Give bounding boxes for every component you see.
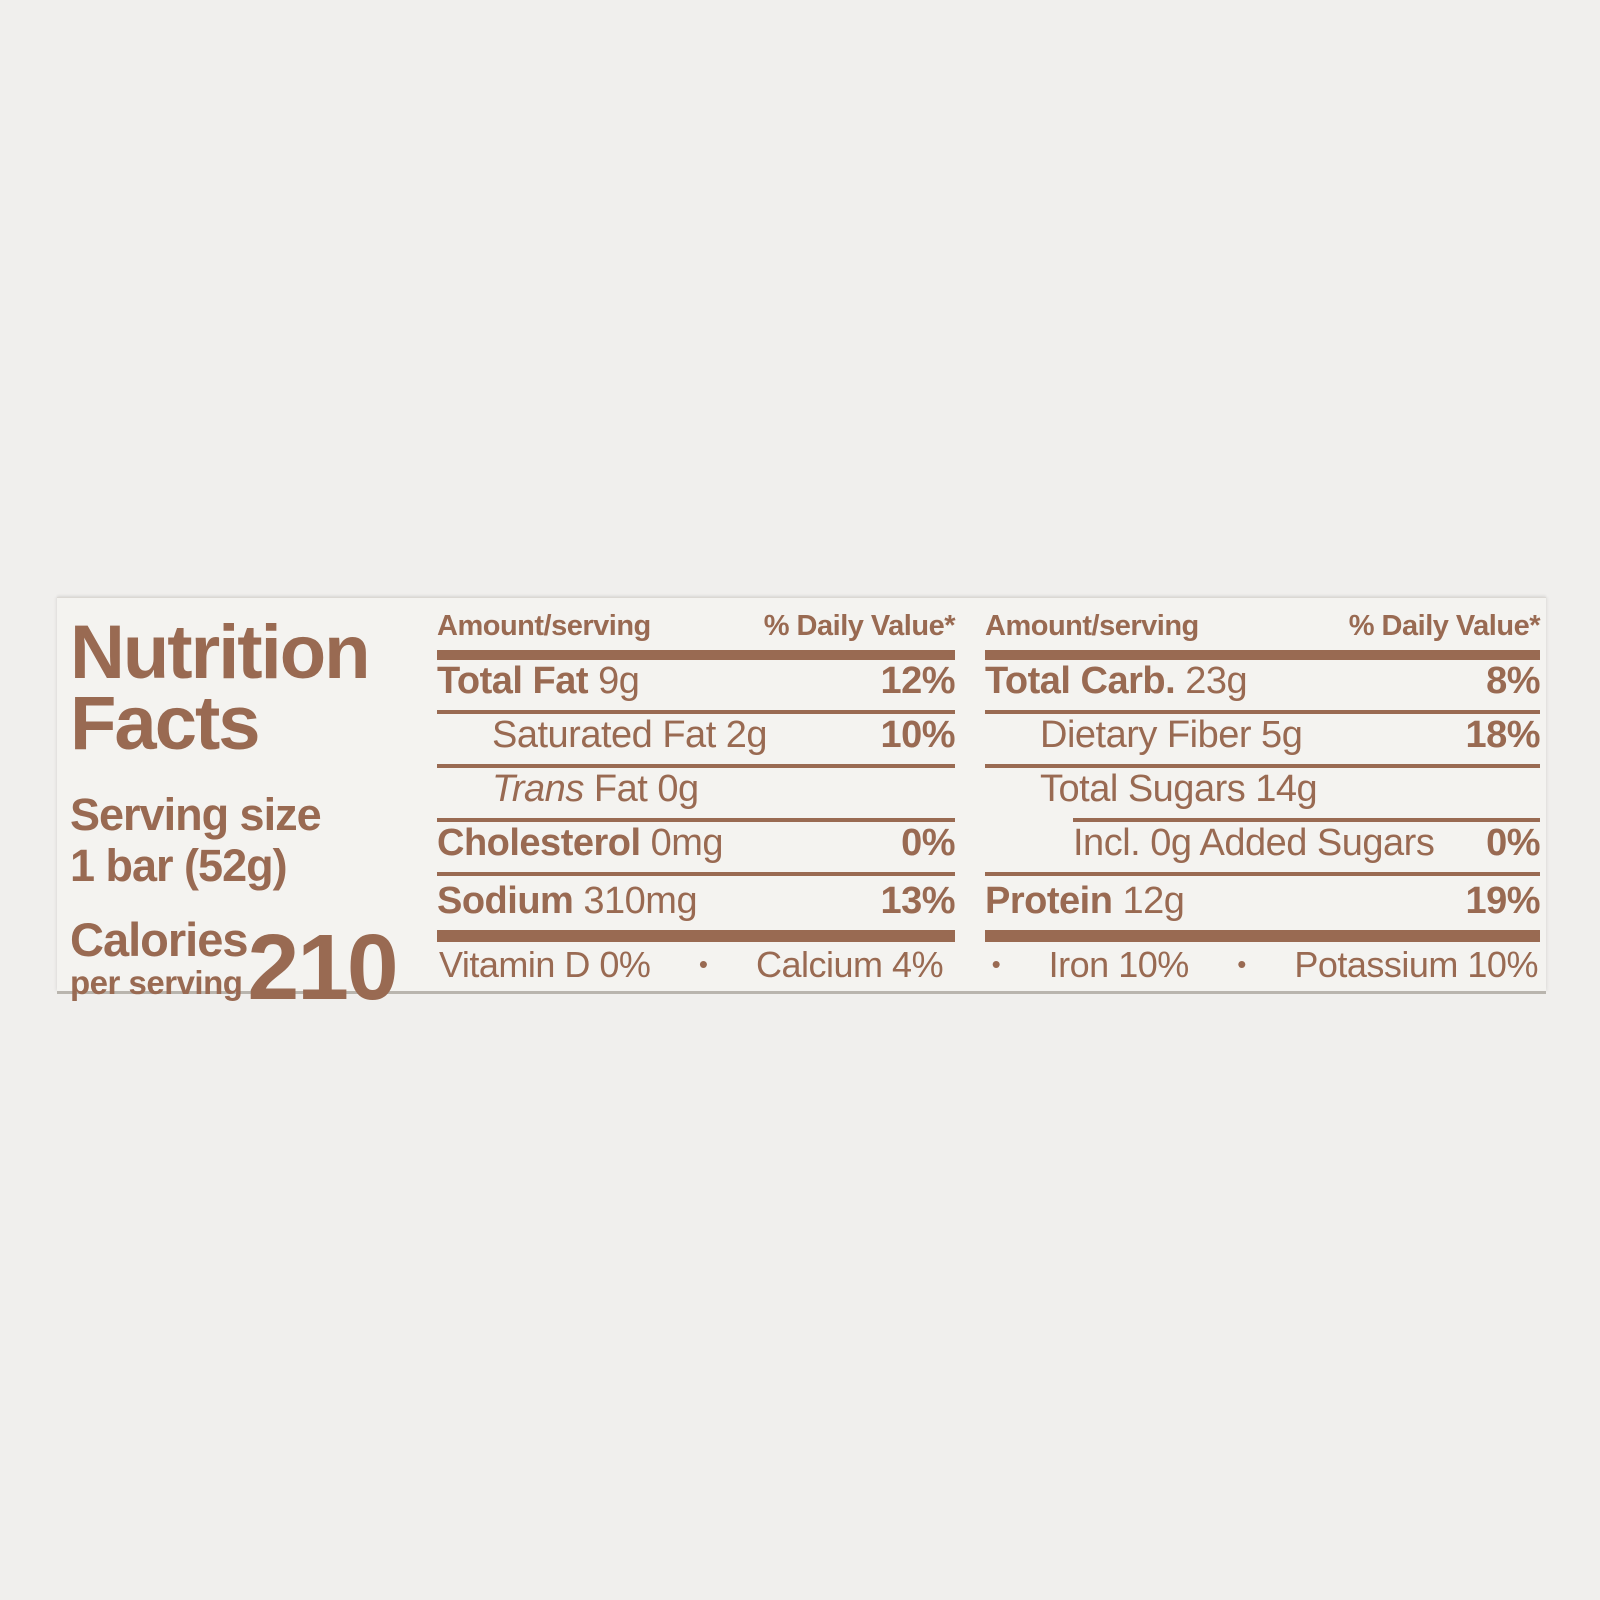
- bullet-separator: •: [698, 949, 708, 979]
- header-rule: [437, 650, 955, 660]
- nutrition-facts-label: Nutrition Facts Serving size 1 bar (52g)…: [57, 597, 1546, 1013]
- micronutrients-row: Vitamin D 0% • Calcium 4% • Iron 10% • P…: [437, 942, 1540, 991]
- nutrient-row-dietary-fiber: Dietary Fiber 5g 18%: [985, 714, 1540, 768]
- micronutrient-iron: Iron 10%: [1048, 943, 1190, 985]
- calories-block: Calories per serving 210: [70, 912, 399, 1014]
- daily-value: 0%: [1486, 822, 1540, 864]
- nutrient-name: Sodium 310mg: [437, 880, 698, 922]
- nutrient-column-1: Amount/serving % Daily Value* Total Fat …: [437, 598, 956, 942]
- daily-value: 0%: [901, 822, 955, 864]
- nutrient-name: Total Sugars 14g: [1040, 768, 1318, 810]
- nutrient-row-cholesterol: Cholesterol 0mg 0%: [437, 822, 955, 876]
- column-header: Amount/serving % Daily Value*: [437, 608, 956, 650]
- section-rule: [985, 930, 1540, 942]
- calories-label-stack: Calories per serving: [70, 912, 248, 1003]
- calories-label: Calories: [70, 912, 248, 966]
- serving-size-block: Serving size 1 bar (52g): [70, 788, 399, 892]
- daily-value: 8%: [1486, 660, 1540, 702]
- label-left-panel: Nutrition Facts Serving size 1 bar (52g)…: [57, 598, 407, 1013]
- nutrient-row-protein: Protein 12g 19%: [985, 876, 1540, 930]
- nutrient-name: Total Carb. 23g: [985, 660, 1248, 702]
- micronutrient-potassium: Potassium 10%: [1294, 943, 1538, 985]
- nutrient-row-added-sugars: Incl. 0g Added Sugars 0%: [985, 822, 1540, 876]
- nutrient-row-total-sugars: Total Sugars 14g: [985, 768, 1540, 818]
- bullet-separator: •: [991, 949, 1001, 979]
- header-daily-value: % Daily Value*: [1348, 610, 1541, 642]
- daily-value: 13%: [880, 880, 955, 922]
- bullet-separator: •: [1237, 949, 1246, 979]
- nutrient-name: Dietary Fiber 5g: [1040, 714, 1303, 756]
- indented-rule: [1073, 818, 1540, 822]
- nutrient-name: Total Fat 9g: [437, 660, 640, 702]
- daily-value: 19%: [1465, 880, 1540, 922]
- column-header: Amount/serving % Daily Value*: [985, 608, 1541, 650]
- daily-value: 10%: [880, 714, 955, 756]
- nutrient-row-trans-fat: Trans Fat 0g: [437, 768, 955, 822]
- serving-size-value: 1 bar (52g): [70, 839, 288, 891]
- header-daily-value: % Daily Value*: [763, 610, 956, 642]
- header-amount-serving: Amount/serving: [985, 610, 1199, 642]
- daily-value: 18%: [1465, 714, 1540, 756]
- nutrient-row-sodium: Sodium 310mg 13%: [437, 876, 955, 930]
- nutrient-name: Cholesterol 0mg: [437, 822, 724, 864]
- nutrient-name: Trans Fat 0g: [492, 768, 699, 810]
- micronutrient-vitamin-d: Vitamin D 0%: [439, 943, 651, 985]
- calories-value: 210: [247, 914, 398, 1019]
- title-line-2: Facts: [70, 681, 261, 767]
- title-line-1: Nutrition: [70, 610, 371, 695]
- nutrient-name: Incl. 0g Added Sugars: [1073, 822, 1435, 864]
- micronutrient-calcium: Calcium 4%: [756, 943, 944, 985]
- header-amount-serving: Amount/serving: [437, 610, 651, 642]
- calories-sublabel: per serving: [70, 963, 243, 1001]
- daily-value: 12%: [880, 660, 955, 702]
- nutrient-name: Saturated Fat 2g: [492, 714, 768, 756]
- header-rule: [985, 650, 1540, 660]
- nutrient-row-total-fat: Total Fat 9g 12%: [437, 660, 955, 714]
- nutrient-row-total-carb: Total Carb. 23g 8%: [985, 660, 1540, 714]
- nutrient-column-2: Amount/serving % Daily Value* Total Carb…: [985, 598, 1541, 942]
- section-rule: [437, 930, 955, 942]
- serving-size-label: Serving size: [70, 788, 322, 840]
- nutrient-name: Protein 12g: [985, 880, 1185, 922]
- label-title: Nutrition Facts: [70, 610, 399, 767]
- nutrient-row-saturated-fat: Saturated Fat 2g 10%: [437, 714, 955, 768]
